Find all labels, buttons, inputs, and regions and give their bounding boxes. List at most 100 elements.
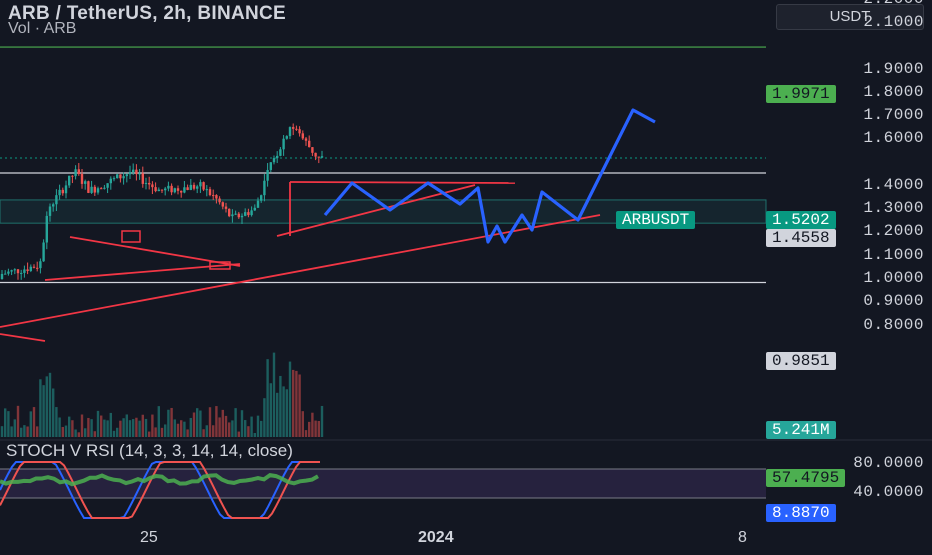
candle-body [77,169,80,174]
volume-bar [272,352,276,437]
volume-bar [36,426,39,437]
volume-bar [128,420,132,437]
volume-bar [87,417,90,437]
volume-bar [20,427,23,437]
candle-body [288,127,292,137]
volume-bar [215,406,218,437]
candle-body [154,187,157,192]
volume-bar [151,414,154,437]
volume-bar [58,417,61,437]
candle-body [128,172,132,175]
candle-body [295,128,298,130]
candle-body [58,189,61,196]
candle-body [234,213,237,215]
last-price-badge: 1.5202 [766,211,836,229]
volume-bar [71,420,74,437]
stoch-rsi-legend: STOCH V RSI (14, 3, 3, 14, 14, close) [6,441,293,460]
volume-bar [196,408,199,437]
volume-bar [202,429,205,437]
volume-bar [116,427,119,437]
volume-bar [112,430,116,437]
volume-bar [80,414,84,437]
candle-body [170,185,173,193]
volume-bar [16,405,20,437]
volume-bar [170,407,173,437]
volume-bar [266,359,269,437]
volume-bar [301,411,304,437]
volume-bar [228,422,231,437]
candle-body [298,129,301,134]
volume-bar [4,408,7,437]
candle-body [135,169,138,175]
volume-bar [93,431,96,437]
volume-bar [199,410,202,437]
candle-body [231,214,234,217]
time-label-2024: 2024 [418,529,454,546]
volume-bar [32,407,36,437]
candle-body [189,184,192,190]
candle-body [119,174,122,179]
candle-body [320,156,324,158]
candle-body [61,189,64,194]
candle-body [96,188,100,193]
volume-bar [68,416,71,437]
candle-body [196,186,199,189]
candle-body [141,173,144,184]
candle-body [202,182,205,190]
projection-path [323,108,656,244]
candle-body [266,169,269,181]
volume-bar [74,429,77,437]
volume-bar [279,375,282,437]
volume-bar [176,423,180,437]
volume-bar [84,428,87,437]
volume-bar [224,415,228,437]
candle-body [39,261,42,269]
candle-body [80,173,84,184]
volume-bar [39,379,42,437]
candle-body [212,195,215,197]
volume-bar [263,398,266,437]
volume-bar [157,406,160,437]
volume-bar [317,420,320,437]
candle-body [93,186,96,193]
volume-bar [320,405,324,437]
stoch-k-badge: 57.4795 [766,469,846,487]
candle-body [269,162,272,170]
candle-body [148,182,151,185]
volume-bar [308,421,311,437]
volume-bar [26,426,29,437]
volume-bar [295,370,298,437]
volume-bar [100,415,103,437]
resistance-price-badge: 1.9971 [766,85,836,103]
volume-bar [269,383,272,437]
currency-button[interactable]: USDT [776,4,924,30]
candle-body [228,208,231,217]
volume-bar [247,426,250,437]
stoch-d-line [0,461,320,519]
volume-bar [189,417,192,437]
volume-bar [311,412,314,437]
candle-body [26,269,29,271]
candle-body [45,215,48,243]
volume-bar [0,426,4,437]
volume-bar [141,414,144,437]
volume-bar [256,415,260,437]
volume-bar [45,376,48,437]
candle-body [90,186,93,193]
candle-body [317,156,320,158]
volume-bar [260,420,263,437]
volume-bar [183,421,186,437]
volume-bar [122,418,125,437]
candle-body [42,242,45,262]
candle-body [285,136,288,139]
volume-bar [125,414,128,437]
candle-body [250,210,253,216]
volume-bar [240,410,244,437]
candle-body [7,271,10,274]
candle-body [157,189,160,192]
candle-body [279,149,282,156]
volume-badge: 5.241M [766,421,836,439]
volume-bar [77,432,80,437]
